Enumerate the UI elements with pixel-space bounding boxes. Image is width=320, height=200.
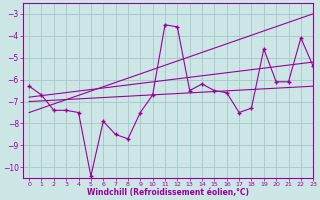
X-axis label: Windchill (Refroidissement éolien,°C): Windchill (Refroidissement éolien,°C) xyxy=(87,188,249,197)
